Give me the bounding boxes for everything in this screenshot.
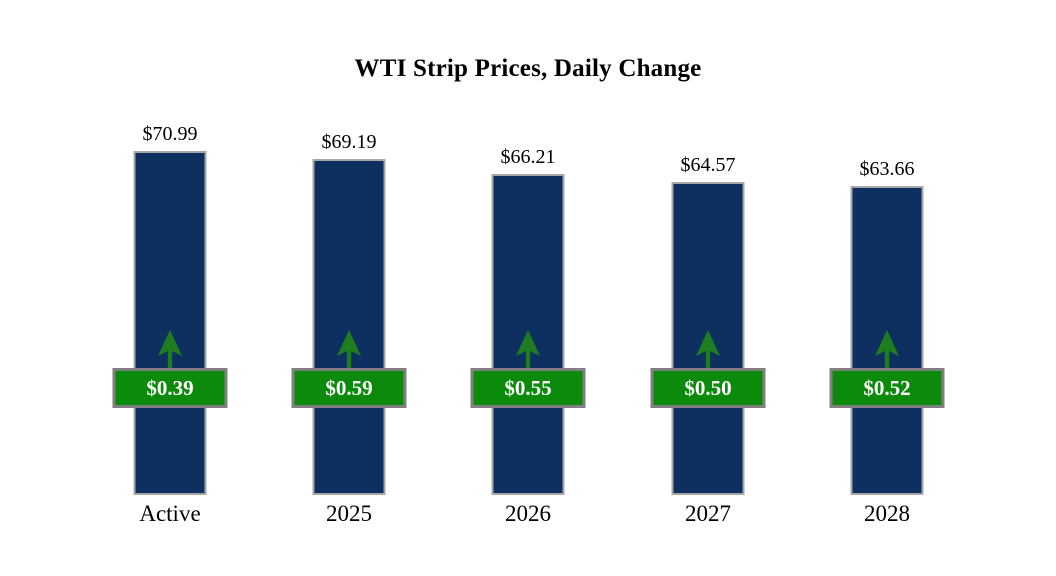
bar-value-label: $66.21 <box>500 146 556 168</box>
daily-change-value: $0.50 <box>684 375 732 400</box>
up-arrow-icon <box>516 330 540 368</box>
category-label: 2028 <box>864 501 910 526</box>
bar-value-label: $63.66 <box>859 158 915 180</box>
bar-group-2026: $66.21 $0.55 2026 <box>438 0 618 576</box>
bar-group-2027: $64.57 $0.50 2027 <box>618 0 798 576</box>
bar-value-label: $69.19 <box>321 131 377 153</box>
category-label: 2026 <box>505 501 551 526</box>
bar-value-label: $70.99 <box>142 123 198 145</box>
bar-value-label: $64.57 <box>680 154 736 176</box>
daily-change-badge: $0.52 <box>829 368 945 408</box>
daily-change-badge: $0.55 <box>470 368 586 408</box>
daily-change-value: $0.52 <box>863 375 911 400</box>
price-bar <box>312 159 386 495</box>
daily-change-badge: $0.39 <box>112 368 228 408</box>
daily-change-badge: $0.59 <box>291 368 407 408</box>
up-arrow-icon <box>337 330 361 368</box>
daily-change-value: $0.39 <box>146 375 194 400</box>
up-arrow-icon <box>696 330 720 368</box>
daily-change-value: $0.55 <box>504 375 552 400</box>
bar-group-active: $70.99 $0.39 Active <box>80 0 260 576</box>
category-label: Active <box>139 501 201 526</box>
price-bar <box>133 151 207 495</box>
daily-change-value: $0.59 <box>325 375 373 400</box>
up-arrow-icon <box>158 330 182 368</box>
price-bar <box>850 186 924 495</box>
bar-group-2028: $63.66 $0.52 2028 <box>797 0 977 576</box>
bar-group-2025: $69.19 $0.59 2025 <box>259 0 439 576</box>
daily-change-badge: $0.50 <box>650 368 766 408</box>
category-label: 2025 <box>326 501 372 526</box>
up-arrow-icon <box>875 330 899 368</box>
chart-title: WTI Strip Prices, Daily Change <box>354 55 702 82</box>
category-label: 2027 <box>685 501 731 526</box>
